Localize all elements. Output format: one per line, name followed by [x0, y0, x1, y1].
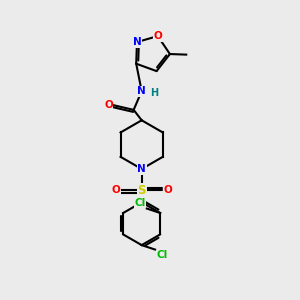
Text: Cl: Cl — [157, 250, 168, 260]
Text: O: O — [111, 185, 120, 195]
Text: H: H — [150, 88, 158, 98]
Text: N: N — [133, 37, 141, 47]
Text: O: O — [153, 31, 162, 41]
Text: Cl: Cl — [134, 198, 145, 208]
Text: O: O — [104, 100, 113, 110]
Text: N: N — [137, 86, 146, 96]
Text: O: O — [164, 185, 172, 195]
Text: S: S — [137, 184, 146, 197]
Text: N: N — [137, 164, 146, 174]
